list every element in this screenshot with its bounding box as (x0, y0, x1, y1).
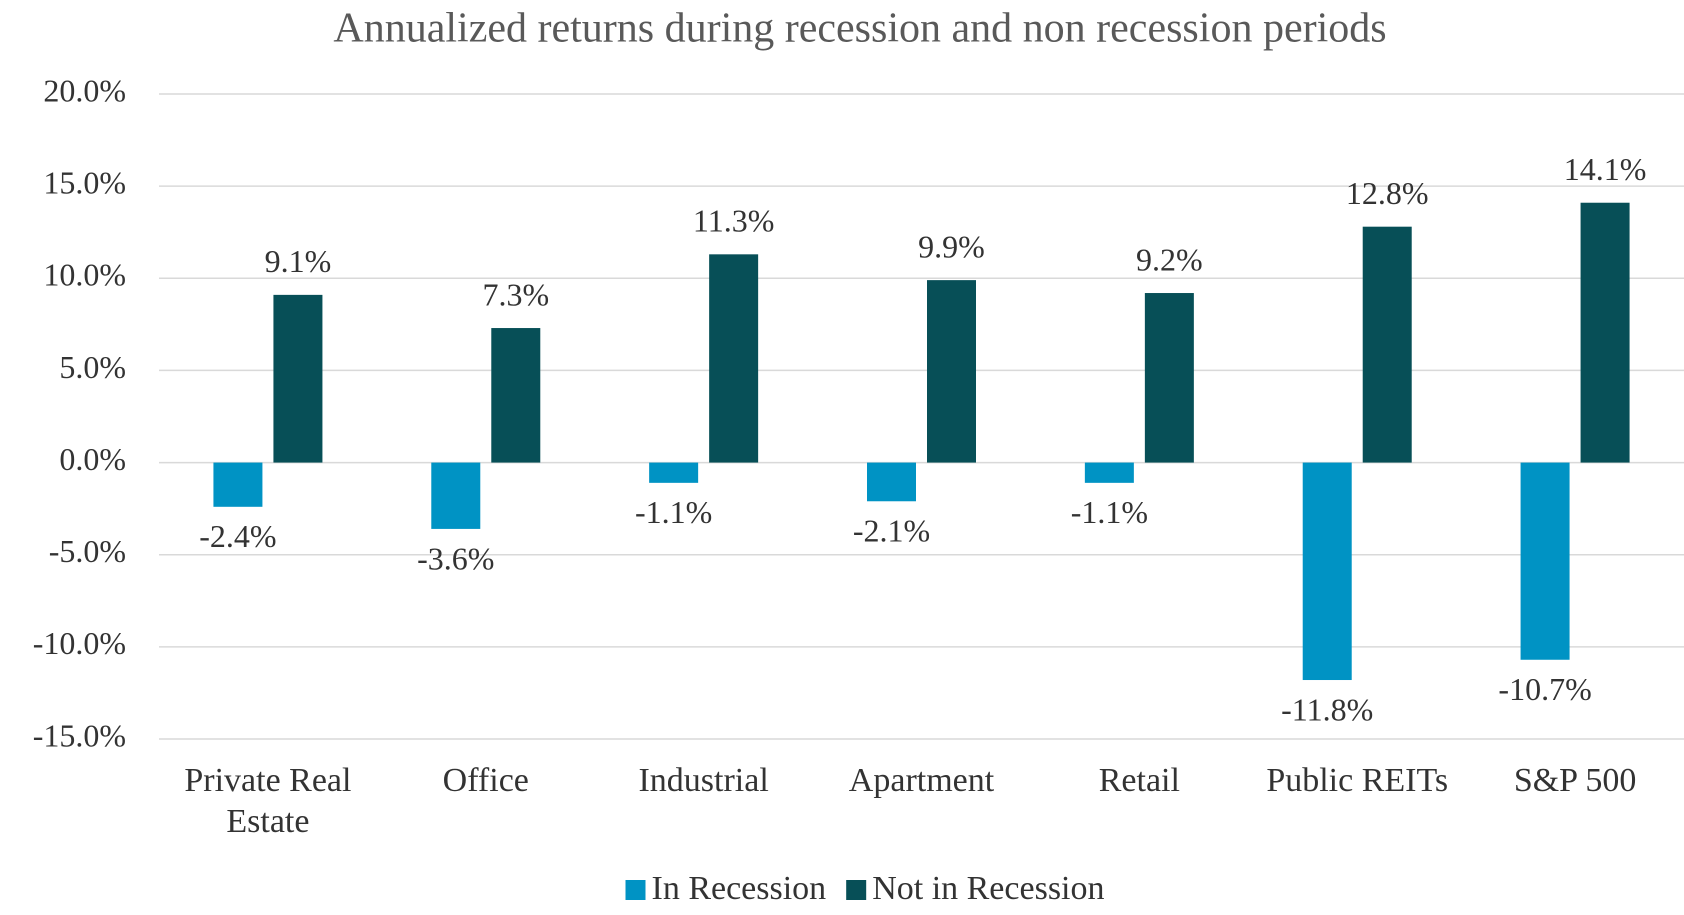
data-label: -2.1% (853, 513, 930, 549)
chart-title: Annualized returns during recession and … (333, 6, 1386, 52)
legend-label: Not in Recession (872, 870, 1104, 907)
bar (709, 254, 759, 463)
x-tick-label-line: Estate (226, 803, 309, 840)
y-tick-label: -10.0% (33, 625, 126, 661)
data-label: 9.9% (918, 228, 985, 264)
bar (1302, 462, 1352, 681)
x-tick-label: S&P 500 (1514, 762, 1637, 799)
data-label: -1.1% (635, 494, 712, 530)
x-tick-label: Apartment (849, 762, 995, 799)
data-label: 11.3% (693, 203, 774, 239)
bar (1580, 202, 1630, 463)
bar (1520, 462, 1570, 660)
x-tick-label: Industrial (638, 762, 768, 799)
data-label: 9.2% (1136, 241, 1203, 277)
data-label: 14.1% (1564, 151, 1647, 187)
bar (431, 462, 481, 529)
bar (1084, 462, 1134, 483)
y-tick-label: 20.0% (43, 72, 126, 108)
x-tick-label: Private Real Estate (184, 762, 351, 840)
y-tick-label: 10.0% (43, 257, 126, 293)
y-tick-label: -5.0% (49, 533, 126, 569)
data-label: -10.7% (1498, 671, 1591, 707)
bar (927, 280, 976, 463)
legend-label: In Recession (652, 870, 827, 907)
bar (273, 294, 323, 463)
data-label: -3.6% (417, 540, 494, 576)
legend-swatch (846, 880, 867, 900)
data-label: 9.1% (265, 243, 332, 279)
data-label: 7.3% (482, 276, 549, 312)
data-label: -1.1% (1071, 494, 1148, 530)
data-label: -2.4% (199, 518, 276, 554)
bar (867, 462, 916, 502)
bar (213, 462, 263, 507)
bar (1144, 293, 1194, 463)
x-tick-label: Retail (1099, 762, 1180, 799)
bar (649, 462, 699, 483)
data-label: -11.8% (1281, 691, 1373, 727)
y-tick-label: 15.0% (43, 164, 126, 200)
x-tick-label: Public REITs (1266, 762, 1448, 799)
legend: In Recession Not in Recession (625, 870, 1105, 907)
x-tick-label: Office (443, 762, 529, 799)
x-tick-label-line: Private Real (184, 762, 351, 799)
y-tick-label: 5.0% (59, 349, 126, 385)
y-tick-label: 0.0% (59, 441, 126, 477)
bar (1362, 226, 1412, 463)
bar (491, 328, 541, 463)
data-label: 12.8% (1346, 175, 1429, 211)
legend-swatch (625, 880, 646, 900)
y-tick-label: -15.0% (33, 717, 126, 753)
